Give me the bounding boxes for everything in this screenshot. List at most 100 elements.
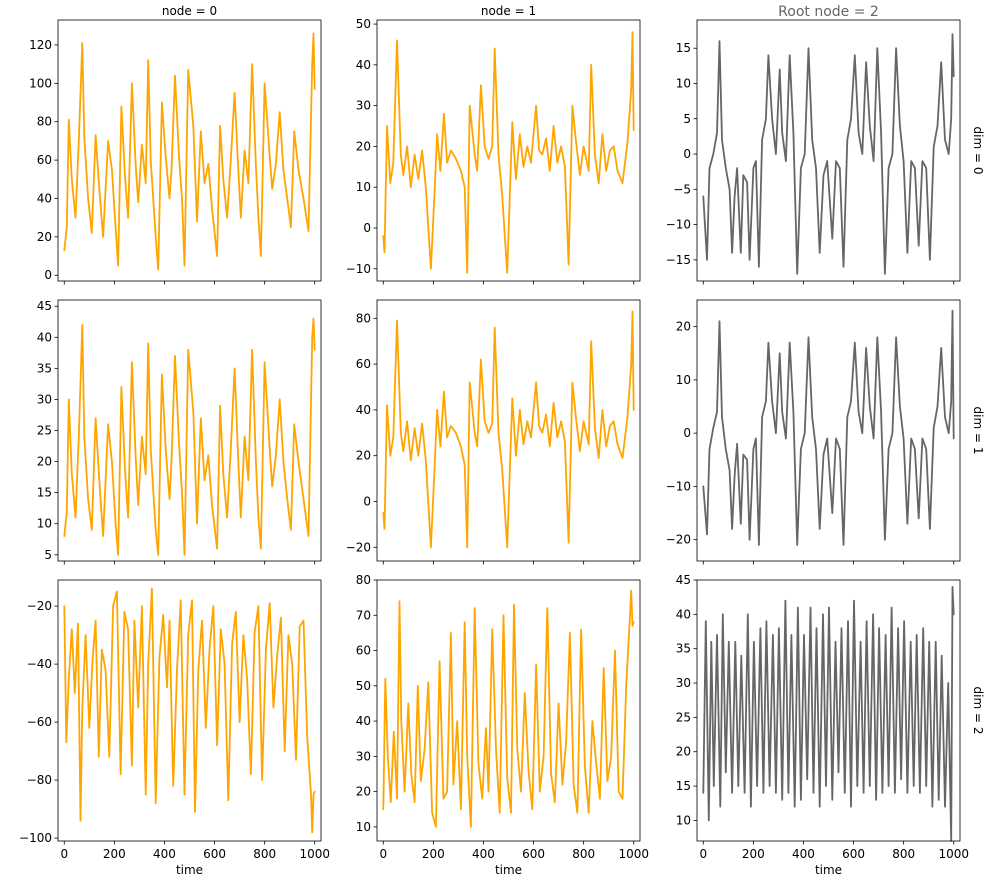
panel-r1-c1: −20 0 20 40 60 80 — [346, 299, 641, 565]
x-tick-label: 0 — [379, 847, 387, 861]
y-tick-label: 10 — [356, 180, 371, 194]
x-tick-label: 800 — [892, 847, 915, 861]
y-tick-label: −60 — [27, 715, 52, 729]
panel-r2-c0: −100 −80 −60 −40 −20 0 200 400 600 800 1000 time — [19, 579, 330, 877]
y-tick-label: 5 — [44, 548, 52, 562]
y-tick-label: 20 — [356, 139, 371, 153]
y-tick-label: 50 — [356, 679, 371, 693]
panel-frame — [376, 579, 641, 842]
y-tick-label: 30 — [356, 749, 371, 763]
y-tick-label: 0 — [683, 426, 691, 440]
y-tick-label: 60 — [356, 357, 371, 371]
root-series-line — [702, 586, 955, 842]
x-tick-label: 600 — [203, 847, 226, 861]
y-tick-label: −20 — [346, 540, 371, 554]
x-tick-label: 600 — [842, 847, 865, 861]
row-title: dim = 1 — [971, 407, 985, 455]
y-tick-label: 40 — [676, 607, 691, 621]
y-tick-label: 0 — [683, 147, 691, 161]
panel-frame — [696, 299, 961, 562]
y-tick-label: 0 — [44, 268, 52, 282]
y-tick-label: −10 — [666, 218, 691, 232]
y-tick-label: −20 — [27, 599, 52, 613]
y-tick-label: 15 — [676, 41, 691, 55]
x-tick-label: 400 — [792, 847, 815, 861]
y-tick-label: 20 — [356, 449, 371, 463]
y-tick-label: 25 — [37, 424, 52, 438]
y-tick-label: 40 — [356, 714, 371, 728]
panel-r0-c2: −15 −10 −5 0 5 10 15 Root node = 2 dim = 0 — [666, 4, 985, 285]
y-tick-label: 5 — [683, 112, 691, 126]
x-tick-label: 400 — [153, 847, 176, 861]
x-tick-label: 0 — [60, 847, 68, 861]
panel-r1-c0: 5 10 15 20 25 30 35 40 45 — [37, 299, 322, 565]
y-tick-label: 10 — [676, 76, 691, 90]
x-axis-label: time — [815, 863, 842, 877]
y-tick-label: 25 — [676, 710, 691, 724]
panel-r0-c1: −10 0 10 20 30 40 50 node = 1 — [346, 4, 641, 285]
y-tick-label: 80 — [356, 573, 371, 587]
x-tick-label: 200 — [103, 847, 126, 861]
x-tick-label: 600 — [522, 847, 545, 861]
y-tick-label: 60 — [37, 153, 52, 167]
y-tick-label: 60 — [356, 644, 371, 658]
y-tick-label: −100 — [19, 831, 52, 845]
panel-frame — [57, 579, 322, 842]
y-tick-label: −20 — [666, 533, 691, 547]
panel-r2-c2: 10 15 20 25 30 35 40 45 0 200 400 600 800 1000 dim = 2… — [676, 573, 985, 877]
y-tick-label: 40 — [37, 191, 52, 205]
node-series-line — [63, 32, 316, 271]
x-tick-label: 400 — [472, 847, 495, 861]
root-series-line — [702, 33, 955, 275]
x-tick-label: 800 — [572, 847, 595, 861]
x-axis-label: time — [176, 863, 203, 877]
y-tick-label: 30 — [676, 676, 691, 690]
panel-frame — [696, 579, 961, 842]
x-tick-label: 200 — [742, 847, 765, 861]
y-tick-label: 0 — [363, 221, 371, 235]
column-title: Root node = 2 — [778, 4, 879, 20]
row-title: dim = 0 — [971, 127, 985, 175]
x-tick-label: 1000 — [618, 847, 649, 861]
y-tick-label: 45 — [676, 573, 691, 587]
y-tick-label: 10 — [676, 373, 691, 387]
x-tick-label: 800 — [253, 847, 276, 861]
y-tick-label: 100 — [29, 76, 52, 90]
y-tick-label: 20 — [676, 745, 691, 759]
y-tick-label: 40 — [37, 330, 52, 344]
y-tick-label: 15 — [676, 779, 691, 793]
y-tick-label: −80 — [27, 773, 52, 787]
y-tick-label: 120 — [29, 38, 52, 52]
y-tick-label: 20 — [37, 455, 52, 469]
row-title: dim = 2 — [971, 687, 985, 735]
y-tick-label: 70 — [356, 608, 371, 622]
y-tick-label: 40 — [356, 403, 371, 417]
node-series-line — [63, 317, 316, 556]
y-tick-label: 30 — [356, 99, 371, 113]
y-tick-label: 20 — [37, 230, 52, 244]
y-tick-label: −5 — [673, 182, 691, 196]
node-series-line — [382, 589, 635, 828]
node-series-line — [382, 31, 635, 274]
panel-frame — [696, 19, 961, 282]
y-tick-label: 15 — [37, 486, 52, 500]
x-axis-label: time — [495, 863, 522, 877]
root-series-line — [702, 309, 955, 546]
x-tick-label: 200 — [422, 847, 445, 861]
node-series-line — [63, 587, 316, 834]
panel-frame — [57, 19, 322, 282]
y-tick-label: 45 — [37, 299, 52, 313]
y-tick-label: −10 — [346, 262, 371, 276]
panel-frame — [376, 19, 641, 282]
x-tick-label: 1000 — [938, 847, 969, 861]
y-tick-label: 0 — [363, 494, 371, 508]
y-tick-label: 35 — [676, 642, 691, 656]
y-tick-label: 30 — [37, 392, 52, 406]
x-tick-label: 0 — [699, 847, 707, 861]
y-tick-label: 20 — [676, 320, 691, 334]
y-tick-label: 10 — [37, 517, 52, 531]
